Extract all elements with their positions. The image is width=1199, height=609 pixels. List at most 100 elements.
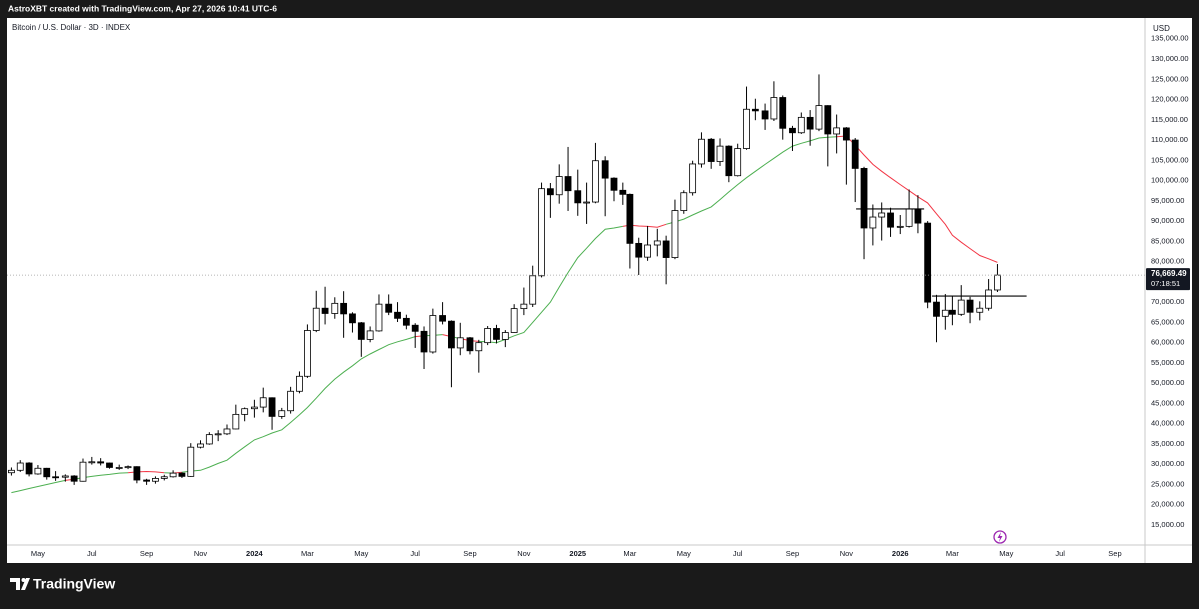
y-tick-label: 35,000.00 [1151, 439, 1184, 448]
x-tick-label: 2026 [892, 549, 909, 558]
candle-body [89, 462, 95, 463]
candle-body [843, 128, 849, 140]
candle-body [511, 309, 517, 333]
candle-body [663, 241, 669, 258]
candle-body [332, 303, 338, 313]
candle-body [780, 98, 786, 129]
candle-body [233, 414, 239, 429]
y-tick-label: 100,000.00 [1151, 176, 1189, 185]
candle-body [825, 106, 831, 134]
candle-body [654, 241, 660, 245]
attribution: AstroXBT created with TradingView.com, A… [8, 3, 277, 13]
countdown: 07:18:51 [1151, 279, 1180, 288]
candle-body [421, 331, 427, 352]
candle-body [71, 476, 77, 481]
candle-body [134, 467, 140, 480]
x-tick-label: Nov [517, 549, 531, 558]
candle-body [44, 468, 50, 477]
y-tick-label: 130,000.00 [1151, 54, 1189, 63]
candle-body [735, 149, 741, 176]
candle-body [358, 323, 364, 340]
candle-body [897, 226, 903, 227]
candle-body [367, 331, 373, 340]
candle-body [197, 444, 203, 447]
x-tick-label: Mar [946, 549, 959, 558]
x-tick-label: May [31, 549, 45, 558]
candle-body [403, 318, 409, 325]
x-tick-label: Sep [1108, 549, 1121, 558]
candle-body [53, 477, 59, 478]
candle-body [915, 209, 921, 223]
candle-body [349, 314, 355, 323]
x-tick-label: Jul [733, 549, 743, 558]
candle-body [717, 146, 723, 161]
candle-body [313, 308, 319, 330]
y-tick-label: 55,000.00 [1151, 358, 1184, 367]
candle-body [888, 213, 894, 227]
candle-body [251, 407, 257, 409]
candle-body [448, 321, 454, 348]
x-tick-label: May [354, 549, 368, 558]
candle-body [386, 304, 392, 312]
candle-body [627, 194, 633, 243]
candle-body [575, 191, 581, 203]
candle-body [530, 276, 536, 304]
x-tick-label: Jul [87, 549, 97, 558]
candle-body [744, 109, 750, 148]
candle-body [986, 290, 992, 308]
candle-body [816, 106, 822, 130]
y-tick-label: 90,000.00 [1151, 216, 1184, 225]
candle-body [215, 434, 221, 435]
x-tick-label: Sep [140, 549, 153, 558]
x-tick-label: 2025 [569, 549, 586, 558]
candle-body [906, 209, 912, 226]
x-tick-label: May [999, 549, 1013, 558]
x-tick-label: Mar [623, 549, 636, 558]
x-tick-label: 2024 [246, 549, 264, 558]
candle-body [476, 343, 482, 351]
candle-body [565, 177, 571, 191]
candle-body [611, 178, 617, 190]
candle-body [242, 409, 248, 415]
candle-body [467, 338, 473, 351]
candle-body [807, 117, 813, 129]
y-tick-label: 40,000.00 [1151, 419, 1184, 428]
x-tick-label: Nov [194, 549, 208, 558]
candle-body [556, 177, 562, 195]
candle-body [771, 98, 777, 119]
candle-body [698, 139, 704, 164]
candle-body [260, 398, 266, 407]
candle-body [179, 473, 185, 476]
candle-body [592, 161, 598, 202]
candle-body [296, 376, 302, 391]
x-tick-label: Jul [1055, 549, 1065, 558]
x-tick-label: Nov [840, 549, 854, 558]
x-tick-label: Sep [463, 549, 476, 558]
candle-body [547, 189, 553, 195]
y-tick-label: 95,000.00 [1151, 196, 1184, 205]
y-tick-label: 50,000.00 [1151, 378, 1184, 387]
candle-body [116, 467, 122, 468]
candle-body [98, 462, 104, 463]
candle-body [861, 168, 867, 228]
candle-body [967, 300, 973, 312]
x-tick-label: Jul [410, 549, 420, 558]
y-tick-label: 115,000.00 [1151, 115, 1188, 124]
candle-body [106, 463, 112, 467]
candle-body [62, 476, 68, 477]
candle-body [144, 480, 150, 481]
candle-body [206, 435, 212, 444]
y-tick-label: 80,000.00 [1151, 257, 1184, 266]
last-price-label: 76,669.49 [1151, 269, 1187, 278]
candle-body [789, 128, 795, 132]
candle-body [269, 398, 275, 417]
y-tick-label: 65,000.00 [1151, 317, 1184, 326]
candle-body [170, 473, 176, 477]
candle-body [288, 391, 294, 410]
candle-body [17, 463, 23, 470]
candle-body [933, 302, 939, 316]
candle-body [279, 411, 285, 417]
x-tick-label: Sep [786, 549, 799, 558]
candle-body [958, 300, 964, 314]
